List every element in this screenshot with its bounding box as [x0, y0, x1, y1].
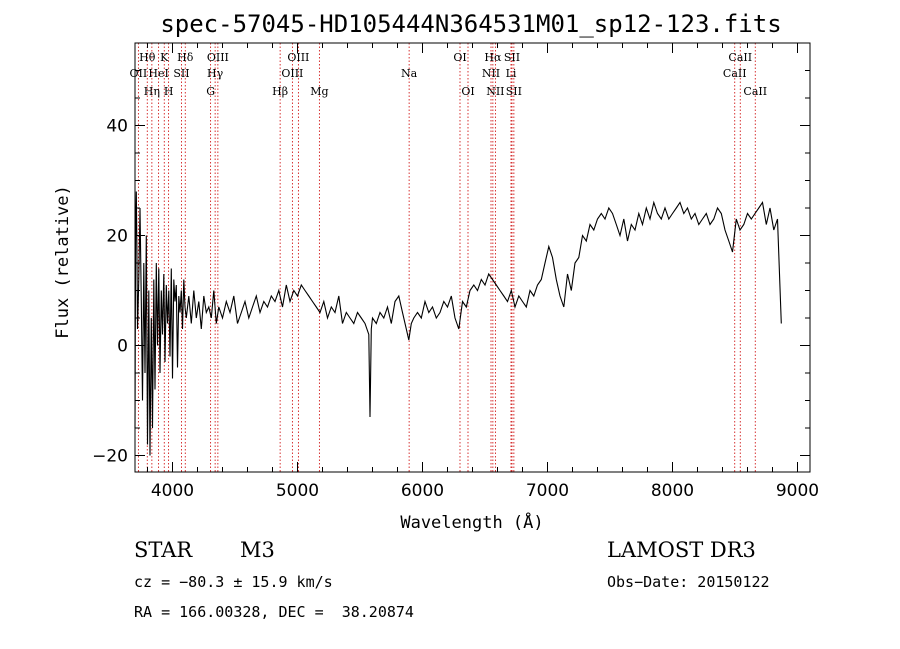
sky-coordinates: RA = 166.00328, DEC = 38.20874	[134, 603, 414, 621]
emission-line-label: Hδ	[177, 51, 194, 64]
emission-line-labels: OII Hθ HeI K Hη H SII Hδ OIII Hγ G Hβ OIII OIII Mg Na OI…	[130, 51, 768, 98]
emission-line-label: HeI	[148, 67, 168, 80]
redshift-value: cz = −80.3 ± 15.9 km/s	[134, 573, 333, 591]
spectrum-plot: spec-57045-HD105444N364531M01_sp12-123.f…	[53, 10, 819, 533]
emission-line-label: OIII	[281, 67, 303, 80]
x-tick-label: 6000	[401, 481, 444, 501]
axis-ticks: 4000 5000 6000 7000 8000 9000 −20 0 20 40	[92, 43, 819, 501]
x-axis-label: Wavelength (Å)	[400, 511, 543, 533]
emission-line-label: OIII	[287, 51, 309, 64]
y-tick-label: 20	[106, 227, 128, 247]
emission-line-label: OI	[453, 51, 466, 64]
emission-line-label: Hθ	[139, 51, 156, 64]
emission-line-label: NII	[482, 67, 500, 80]
emission-line-label: Hη	[144, 85, 160, 98]
emission-line-label: SII	[506, 85, 522, 98]
x-tick-label: 5000	[276, 481, 319, 501]
observation-date: Obs−Date: 20150122	[607, 573, 770, 591]
plot-frame	[134, 42, 811, 473]
survey-name: LAMOST DR3	[607, 538, 756, 562]
emission-line-label: CaII	[728, 51, 752, 64]
emission-line-label: OI	[461, 85, 474, 98]
emission-line-label: Hα	[484, 51, 502, 64]
emission-line-label: Hβ	[272, 85, 288, 98]
emission-line-label: Li	[506, 67, 517, 80]
emission-line-label: Mg	[310, 85, 328, 98]
emission-line-label: H	[164, 85, 174, 98]
object-subclass: M3	[240, 538, 275, 562]
emission-line-label: K	[160, 51, 169, 64]
emission-line-label: Na	[401, 67, 418, 80]
emission-line-label: CaII	[723, 67, 747, 80]
spectrum-line	[134, 191, 782, 456]
emission-line-label: SII	[173, 67, 189, 80]
emission-line-label: OIII	[207, 51, 229, 64]
y-axis-label: Flux (relative)	[53, 185, 73, 339]
object-type: STAR	[134, 538, 193, 562]
y-tick-label: 0	[117, 337, 128, 357]
emission-line-markers	[137, 43, 756, 472]
y-tick-label: −20	[92, 447, 128, 467]
chart-title: spec-57045-HD105444N364531M01_sp12-123.f…	[160, 10, 781, 38]
emission-line-label: NII	[486, 85, 504, 98]
x-tick-label: 4000	[151, 481, 194, 501]
emission-line-label: G	[206, 85, 215, 98]
emission-line-label: SII	[504, 51, 520, 64]
emission-line-label: CaII	[743, 85, 767, 98]
y-tick-label: 40	[106, 117, 128, 137]
x-tick-label: 7000	[526, 481, 569, 501]
emission-line-label: OII	[130, 67, 148, 80]
emission-line-label: Hγ	[207, 67, 224, 80]
x-tick-label: 8000	[651, 481, 694, 501]
x-tick-label: 9000	[776, 481, 819, 501]
